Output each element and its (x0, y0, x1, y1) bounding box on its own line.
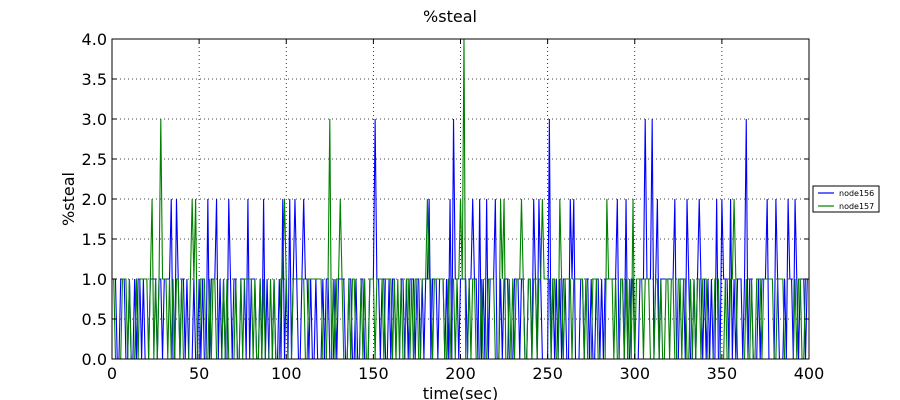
x-tick-label: 350 (707, 364, 738, 383)
x-tick-label: 200 (445, 364, 476, 383)
chart-title: %steal (423, 7, 477, 26)
x-tick-label: 150 (358, 364, 389, 383)
y-tick-label: 3.0 (82, 110, 107, 129)
legend-label-node157: node157 (839, 202, 874, 211)
y-tick-label: 0.5 (82, 310, 107, 329)
y-tick-label: 0.0 (82, 350, 107, 369)
x-tick-label: 100 (271, 364, 302, 383)
y-tick-label: 3.5 (82, 70, 107, 89)
x-tick-label: 50 (189, 364, 209, 383)
x-tick-label: 300 (619, 364, 650, 383)
tick-layer: 0 50 100 150 200 250 300 350 400 0.0 0.5 1.0 1.5 2.0 2… (82, 30, 825, 383)
y-axis-label: %steal (59, 172, 78, 226)
series-line-node157 (112, 38, 809, 360)
y-tick-label: 1.0 (82, 270, 107, 289)
x-tick-label: 400 (794, 364, 825, 383)
y-tick-label: 1.5 (82, 230, 107, 249)
y-tick-label: 2.5 (82, 150, 107, 169)
y-tick-label: 2.0 (82, 190, 107, 209)
legend-label-node156: node156 (839, 189, 874, 198)
x-axis-label: time(sec) (423, 384, 499, 400)
legend: node156 node157 (812, 185, 880, 213)
legend-box (812, 185, 880, 213)
x-tick-label: 0 (107, 364, 117, 383)
y-tick-label: 4.0 (82, 30, 107, 49)
series-layer (112, 38, 809, 360)
x-tick-label: 250 (532, 364, 563, 383)
